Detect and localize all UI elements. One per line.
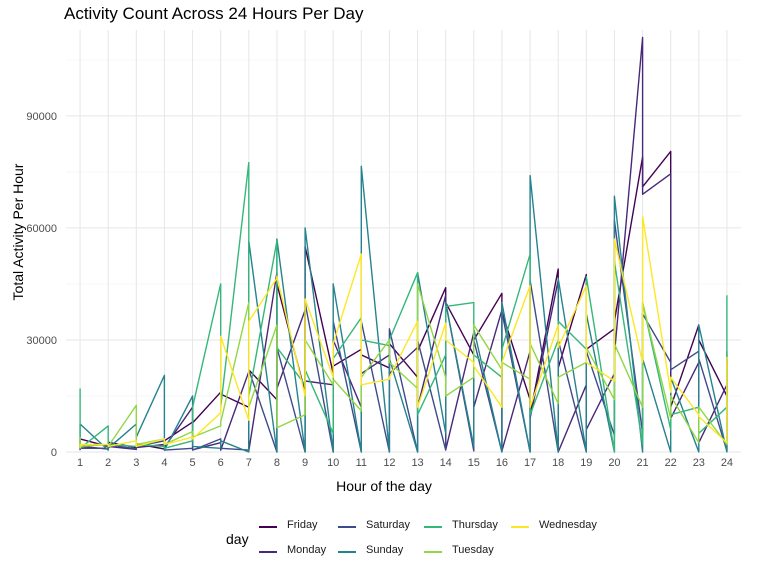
series-line-saturday (79, 219, 728, 453)
y-tick-label: 60000 (26, 223, 57, 235)
legend-key (424, 526, 442, 528)
legend-key (259, 526, 277, 528)
series-line-monday (79, 36, 728, 453)
x-tick-label: 1 (77, 457, 83, 469)
legend-label: Friday (287, 519, 318, 531)
legend-key (511, 526, 529, 528)
x-tick-label: 14 (440, 457, 452, 469)
legend-key (424, 551, 442, 553)
x-tick-label: 4 (161, 457, 167, 469)
legend-key (338, 551, 356, 553)
x-tick-label: 6 (218, 457, 224, 469)
legend-key (259, 551, 277, 553)
series-line-thursday (79, 161, 728, 453)
x-tick-label: 21 (636, 457, 648, 469)
x-tick-label: 2 (105, 457, 111, 469)
legend-title: day (226, 531, 249, 547)
x-tick-label: 9 (302, 457, 308, 469)
x-tick-label: 15 (468, 457, 480, 469)
legend-label: Thursday (452, 519, 498, 531)
series-line-sunday (79, 165, 728, 453)
x-tick-label: 17 (524, 457, 536, 469)
legend-label: Saturday (366, 519, 411, 531)
series-line-wednesday (79, 215, 728, 449)
x-tick-label: 11 (356, 457, 367, 469)
x-tick-label: 8 (274, 457, 280, 469)
legend-label: Tuesday (452, 544, 494, 556)
legend-label: Wednesday (539, 519, 597, 531)
chart-title: Activity Count Across 24 Hours Per Day (64, 4, 364, 23)
x-tick-label: 18 (552, 457, 564, 469)
x-tick-label: 5 (190, 457, 196, 469)
x-tick-label: 16 (496, 457, 508, 469)
series-line-tuesday (79, 283, 728, 448)
x-tick-label: 12 (383, 457, 395, 469)
x-tick-label: 19 (580, 457, 592, 469)
y-axis-title: Total Activity Per Hour (10, 163, 26, 301)
legend-label: Monday (287, 544, 327, 556)
series-layer (79, 36, 728, 453)
legend-key (338, 526, 356, 528)
x-tick-label: 24 (721, 457, 733, 469)
x-tick-label: 20 (608, 457, 620, 469)
x-tick-label: 3 (133, 457, 139, 469)
y-tick-label: 30000 (26, 335, 57, 347)
y-tick-label: 90000 (26, 111, 57, 123)
x-tick-label: 23 (693, 457, 705, 469)
x-tick-label: 13 (411, 457, 423, 469)
legend-label: Sunday (366, 544, 404, 556)
x-axis-title: Hour of the day (336, 478, 432, 494)
x-tick-label: 10 (327, 457, 339, 469)
x-tick-label: 7 (246, 457, 252, 469)
x-tick-label: 22 (665, 457, 677, 469)
y-tick-label: 0 (51, 447, 57, 459)
